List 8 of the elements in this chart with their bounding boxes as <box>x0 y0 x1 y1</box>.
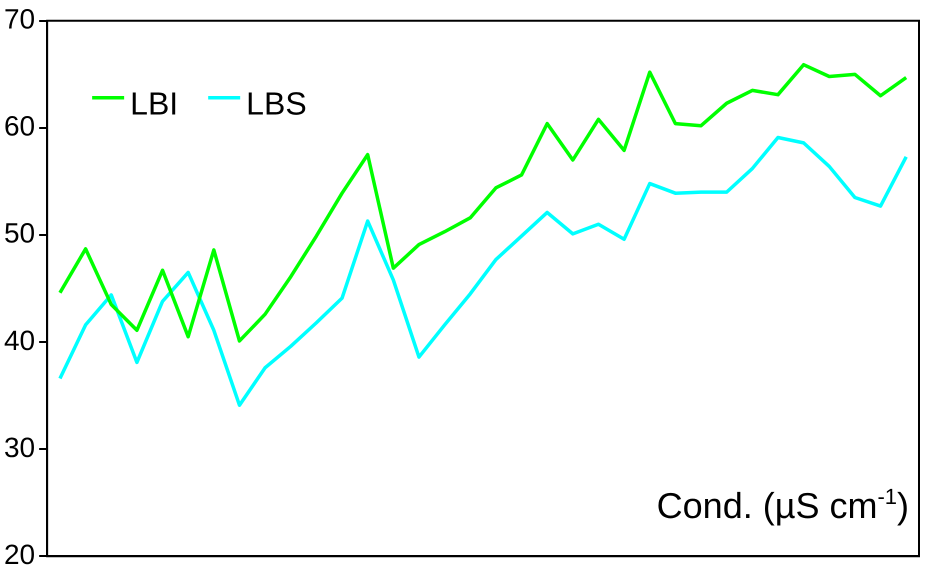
legend-label: LBS <box>246 86 307 122</box>
y-tick-label: 30 <box>4 432 36 463</box>
y-tick-label: 20 <box>4 538 36 570</box>
y-tick-label: 40 <box>4 324 36 356</box>
y-tick-label: 50 <box>4 218 36 249</box>
y-tick-label: 60 <box>4 110 36 142</box>
legend-label: LBI <box>130 86 178 122</box>
y-tick-label: 70 <box>4 4 36 35</box>
